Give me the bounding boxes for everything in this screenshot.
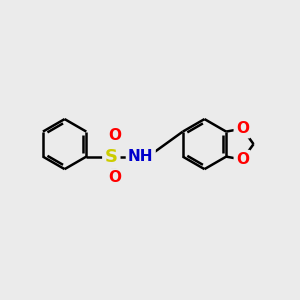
Text: O: O [108, 170, 121, 185]
Text: NH: NH [128, 149, 154, 164]
Text: O: O [236, 152, 249, 167]
Text: O: O [236, 121, 249, 136]
Text: O: O [108, 128, 121, 143]
Text: S: S [105, 148, 118, 166]
